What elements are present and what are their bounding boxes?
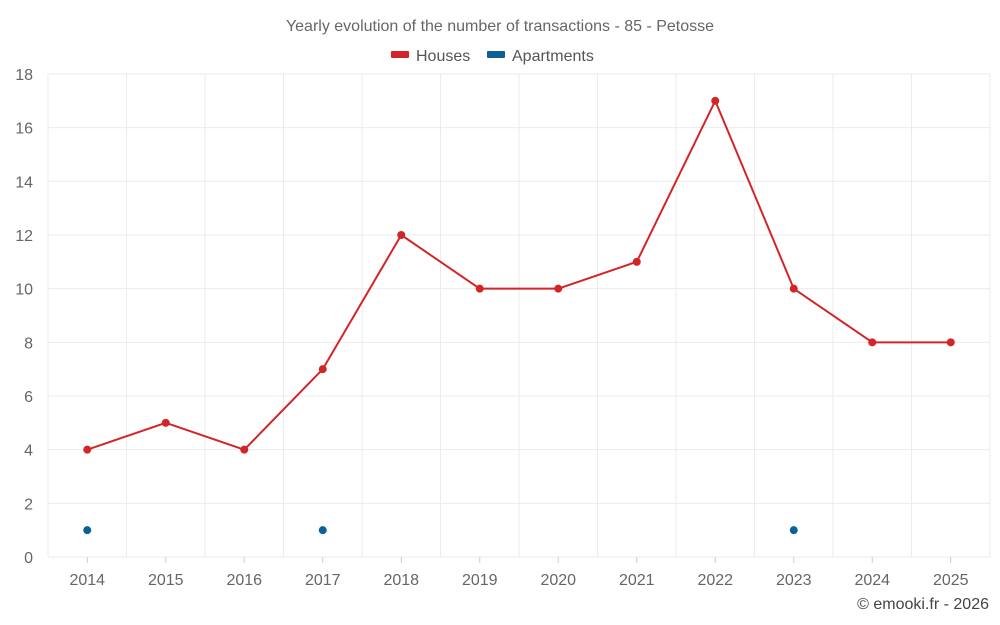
y-tick-label: 2 bbox=[24, 496, 33, 513]
data-point-apartments-2017[interactable] bbox=[318, 526, 327, 535]
data-point-houses-2014[interactable] bbox=[83, 445, 92, 454]
y-tick-label: 14 bbox=[15, 174, 33, 191]
data-point-houses-2015[interactable] bbox=[161, 418, 170, 427]
y-tick-label: 10 bbox=[15, 282, 33, 299]
data-point-houses-2021[interactable] bbox=[632, 257, 641, 266]
chart-title: Yearly evolution of the number of transa… bbox=[286, 18, 714, 35]
y-tick-label: 6 bbox=[24, 389, 33, 406]
series-line-houses bbox=[86, 99, 951, 451]
data-point-houses-2019[interactable] bbox=[475, 284, 484, 293]
y-tick-label: 8 bbox=[24, 335, 33, 352]
data-point-houses-2024[interactable] bbox=[868, 338, 877, 347]
x-tick-label: 2022 bbox=[697, 572, 733, 589]
x-tick-label: 2016 bbox=[226, 572, 262, 589]
legend-item-apartments[interactable]: Apartments bbox=[487, 48, 594, 65]
data-point-houses-2025[interactable] bbox=[946, 338, 955, 347]
data-point-apartments-2014[interactable] bbox=[83, 526, 92, 535]
x-tick-label: 2014 bbox=[69, 572, 105, 589]
x-tick-label: 2025 bbox=[933, 572, 969, 589]
data-point-houses-2022[interactable] bbox=[711, 96, 720, 105]
legend: Houses Apartments bbox=[391, 48, 594, 65]
data-point-houses-2023[interactable] bbox=[789, 284, 798, 293]
x-tick-label: 2018 bbox=[383, 572, 419, 589]
data-point-houses-2018[interactable] bbox=[397, 231, 406, 239]
x-gridlines bbox=[47, 74, 991, 557]
x-tick-label: 2019 bbox=[462, 572, 498, 589]
y-tick-label: 4 bbox=[24, 443, 33, 460]
legend-label-apartments: Apartments bbox=[512, 48, 594, 65]
y-tick-label: 0 bbox=[24, 550, 33, 567]
legend-item-houses[interactable]: Houses bbox=[391, 48, 470, 65]
legend-swatch-apartments bbox=[487, 51, 505, 58]
y-tick-label: 18 bbox=[15, 67, 33, 84]
x-tick-label: 2021 bbox=[619, 572, 655, 589]
data-point-apartments-2023[interactable] bbox=[789, 526, 798, 535]
x-tick-label: 2015 bbox=[148, 572, 184, 589]
credit: © emooki.fr - 2026 bbox=[857, 596, 989, 613]
x-axis: 2014 2015 2016 2017 2018 2019 2020 2021 2022 2023… bbox=[69, 557, 969, 589]
series bbox=[83, 96, 955, 535]
data-point-houses-2017[interactable] bbox=[318, 365, 327, 374]
series-apartments bbox=[83, 526, 798, 535]
y-tick-label: 12 bbox=[15, 228, 33, 245]
legend-swatch-houses bbox=[391, 51, 409, 58]
y-axis: 0 2 4 6 8 10 12 14 16 18 bbox=[15, 67, 33, 567]
x-tick-label: 2024 bbox=[854, 572, 890, 589]
y-tick-label: 16 bbox=[15, 121, 33, 138]
data-point-houses-2020[interactable] bbox=[554, 284, 563, 293]
series-houses bbox=[83, 96, 955, 454]
x-tick-label: 2023 bbox=[776, 572, 812, 589]
data-point-houses-2016[interactable] bbox=[240, 445, 249, 454]
x-tick-label: 2017 bbox=[305, 572, 341, 589]
legend-label-houses: Houses bbox=[416, 48, 470, 65]
x-tick-label: 2020 bbox=[540, 572, 576, 589]
